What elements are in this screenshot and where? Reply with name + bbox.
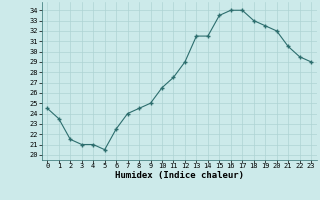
X-axis label: Humidex (Indice chaleur): Humidex (Indice chaleur)	[115, 171, 244, 180]
